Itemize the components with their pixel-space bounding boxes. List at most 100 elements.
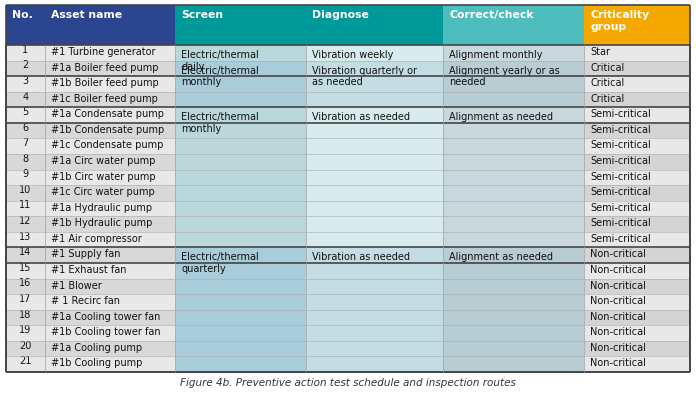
Text: 21: 21 [19, 356, 31, 366]
Bar [306, 356, 443, 372]
Bar [175, 216, 306, 232]
Text: Vibration quarterly or
as needed: Vibration quarterly or as needed [312, 66, 417, 87]
Text: Non-critical: Non-critical [590, 280, 646, 290]
Bar [443, 5, 584, 45]
Bar [175, 341, 306, 356]
Text: #1 Supply fan: #1 Supply fan [51, 250, 120, 260]
Bar [175, 60, 306, 76]
Text: Alignment monthly: Alignment monthly [449, 50, 543, 60]
Bar [175, 325, 306, 341]
Text: # 1 Recirc fan: # 1 Recirc fan [51, 296, 120, 306]
Text: 10: 10 [19, 185, 31, 195]
Bar [306, 232, 443, 248]
Bar [443, 154, 584, 170]
Bar [584, 76, 690, 92]
Bar [306, 92, 443, 107]
Bar [584, 294, 690, 310]
Bar [45, 216, 175, 232]
Bar [6, 294, 45, 310]
Bar [45, 123, 175, 138]
Text: #1a Boiler feed pump: #1a Boiler feed pump [51, 62, 158, 72]
Bar [175, 138, 306, 154]
Bar [175, 310, 306, 325]
Bar [443, 294, 584, 310]
Bar [443, 263, 584, 278]
Bar [443, 248, 584, 263]
Bar [584, 310, 690, 325]
Bar [443, 216, 584, 232]
Bar [45, 154, 175, 170]
Bar [45, 278, 175, 294]
Bar [584, 60, 690, 76]
Bar [6, 201, 45, 216]
Bar [306, 60, 443, 76]
Bar [443, 123, 584, 138]
Bar [443, 76, 584, 92]
Bar [443, 278, 584, 294]
Bar [175, 248, 306, 263]
Bar [175, 76, 306, 92]
Bar [584, 232, 690, 248]
Bar [175, 263, 306, 278]
Bar [6, 310, 45, 325]
Text: Correct/check: Correct/check [449, 10, 534, 20]
Bar [45, 170, 175, 185]
Text: Critical: Critical [590, 94, 624, 104]
Bar [306, 263, 443, 278]
Text: Criticality
group: Criticality group [590, 10, 649, 32]
Text: #1 Exhaust fan: #1 Exhaust fan [51, 265, 126, 275]
Text: #1b Cooling pump: #1b Cooling pump [51, 358, 142, 368]
Bar [6, 92, 45, 107]
Bar [45, 92, 175, 107]
Bar [443, 138, 584, 154]
Bar [175, 154, 306, 170]
Bar [306, 325, 443, 341]
Bar [306, 294, 443, 310]
Text: 11: 11 [19, 200, 31, 210]
Text: 7: 7 [22, 138, 29, 148]
Bar [175, 170, 306, 185]
Bar [45, 60, 175, 76]
Text: Non-critical: Non-critical [590, 343, 646, 353]
Bar [306, 107, 443, 123]
Text: #1c Circ water pump: #1c Circ water pump [51, 187, 155, 197]
Text: 2: 2 [22, 60, 29, 70]
Bar [584, 107, 690, 123]
Text: Critical: Critical [590, 78, 624, 88]
Bar [45, 310, 175, 325]
Text: Semi-critical: Semi-critical [590, 234, 651, 244]
Text: Semi-critical: Semi-critical [590, 156, 651, 166]
Bar [443, 107, 584, 123]
Bar [584, 154, 690, 170]
Bar [6, 123, 45, 138]
Text: 17: 17 [19, 294, 31, 304]
Text: 20: 20 [19, 341, 31, 351]
Bar [584, 185, 690, 201]
Bar [6, 248, 45, 263]
Bar [45, 45, 175, 60]
Bar [6, 60, 45, 76]
Bar [6, 5, 45, 45]
Text: 14: 14 [19, 247, 31, 257]
Text: 18: 18 [19, 310, 31, 320]
Bar [45, 341, 175, 356]
Bar [443, 170, 584, 185]
Text: Non-critical: Non-critical [590, 265, 646, 275]
Bar [6, 170, 45, 185]
Bar [584, 356, 690, 372]
Bar [584, 278, 690, 294]
Text: 12: 12 [19, 216, 31, 226]
Bar [584, 92, 690, 107]
Text: #1 Blower: #1 Blower [51, 280, 102, 290]
Bar [175, 5, 306, 45]
Bar [443, 92, 584, 107]
Text: Figure 4b. Preventive action test schedule and inspection routes: Figure 4b. Preventive action test schedu… [180, 378, 516, 388]
Text: #1b Condensate pump: #1b Condensate pump [51, 125, 164, 135]
Text: #1a Cooling pump: #1a Cooling pump [51, 343, 142, 353]
Text: 13: 13 [19, 232, 31, 242]
Bar [443, 356, 584, 372]
Bar [175, 294, 306, 310]
Bar [45, 201, 175, 216]
Bar [6, 154, 45, 170]
Bar [443, 45, 584, 60]
